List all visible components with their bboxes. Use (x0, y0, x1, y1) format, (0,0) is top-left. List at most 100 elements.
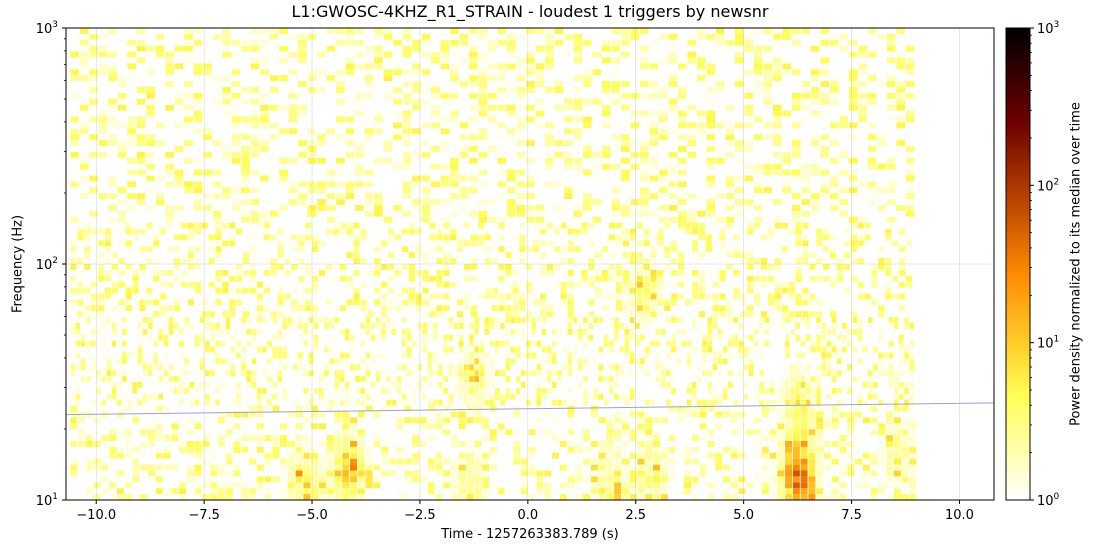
spectrogram-pixel (725, 151, 735, 158)
spectrogram-pixel (519, 299, 526, 306)
spectrogram-pixel (85, 435, 93, 441)
spectrogram-pixel (419, 441, 427, 447)
spectrogram-pixel (870, 429, 878, 436)
spectrogram-pixel (598, 417, 606, 424)
spectrogram-pixel (346, 281, 353, 288)
spectrogram-pixel (497, 488, 505, 495)
y-tick-label: 101 (36, 492, 58, 509)
spectrogram-pixel (567, 293, 574, 300)
spectrogram-pixel (231, 187, 241, 194)
spectrogram-pixel (715, 411, 723, 418)
spectrogram-pixel (251, 334, 257, 341)
spectrogram-pixel (469, 28, 478, 34)
spectrogram-pixel (761, 446, 769, 453)
spectrogram-pixel (855, 458, 863, 465)
spectrogram-pixel (774, 305, 781, 312)
spectrogram-pixel (792, 405, 800, 412)
spectrogram-pixel (643, 258, 650, 264)
spectrogram-pixel (104, 269, 112, 276)
spectrogram-pixel (295, 435, 303, 441)
spectrogram-pixel (97, 311, 105, 318)
spectrogram-pixel (728, 340, 733, 347)
spectrogram-pixel (203, 63, 212, 70)
spectrogram-pixel (186, 452, 194, 459)
spectrogram-pixel (621, 458, 629, 465)
spectrogram-pixel (246, 382, 252, 388)
spectrogram-pixel (899, 358, 904, 365)
spectrogram-pixel (84, 287, 91, 294)
spectrogram-pixel (650, 281, 657, 288)
spectrogram-pixel (593, 393, 599, 400)
spectrogram-pixel (808, 476, 816, 483)
spectrogram-pixel (469, 81, 478, 87)
spectrogram-pixel (70, 264, 77, 270)
spectrogram-pixel (805, 334, 811, 341)
spectrogram-pixel (233, 423, 241, 430)
spectrogram-pixel (567, 446, 575, 453)
spectrogram-pixel (526, 116, 535, 123)
spectrogram-pixel (432, 399, 438, 406)
spectrogram-pixel (146, 222, 153, 229)
spectrogram-pixel (526, 175, 535, 182)
spectrogram-pixel (174, 92, 184, 99)
spectrogram-pixel (795, 382, 801, 388)
spectrogram-pixel (204, 393, 210, 400)
spectrogram-pixel (774, 387, 780, 394)
spectrogram-pixel (763, 163, 773, 170)
spectrogram-pixel (816, 334, 821, 341)
spectrogram-pixel (357, 482, 365, 489)
spectrogram-pixel (474, 370, 479, 377)
spectrogram-pixel (249, 269, 257, 276)
spectrogram-pixel (839, 199, 849, 205)
spectrogram-pixel (189, 323, 195, 329)
spectrogram-pixel (659, 169, 668, 176)
spectrogram-pixel (267, 376, 272, 382)
spectrogram-pixel (342, 441, 350, 447)
spectrogram-pixel (901, 458, 909, 465)
spectrogram-pixel (488, 146, 497, 152)
spectrogram-pixel (541, 387, 547, 394)
spectrogram-pixel (236, 269, 243, 276)
spectrogram-pixel (111, 287, 118, 294)
spectrogram-pixel (536, 340, 542, 347)
spectrogram-pixel (512, 234, 519, 241)
spectrogram-pixel (250, 210, 260, 217)
spectrogram-pixel (342, 435, 350, 441)
spectrogram-pixel (158, 334, 164, 341)
spectrogram-pixel (823, 464, 831, 471)
spectrogram-pixel (136, 169, 146, 176)
spectrogram-pixel (342, 446, 350, 453)
spectrogram-pixel (353, 234, 360, 241)
spectrogram-pixel (497, 63, 507, 70)
spectrogram-pixel (179, 382, 184, 388)
spectrogram-pixel (436, 281, 443, 288)
spectrogram-pixel (886, 476, 894, 483)
spectrogram-pixel (808, 464, 816, 471)
spectrogram-pixel (189, 399, 195, 406)
spectrogram-pixel (489, 376, 495, 382)
spectrogram-pixel (893, 399, 899, 406)
spectrogram-pixel (208, 234, 215, 241)
spectrogram-pixel (334, 494, 342, 500)
spectrogram-pixel (184, 387, 189, 394)
spectrogram-pixel (836, 370, 842, 377)
spectrogram-pixel (186, 417, 194, 424)
spectrogram-pixel (560, 281, 567, 288)
spectrogram-pixel (909, 358, 915, 365)
spectrogram-pixel (816, 311, 823, 318)
spectrogram-pixel (515, 328, 521, 335)
spectrogram-pixel (241, 328, 246, 335)
spectrogram-pixel (236, 340, 241, 347)
spectrogram-pixel (459, 151, 469, 158)
spectrogram-pixel (545, 87, 554, 93)
spectrogram-pixel (217, 488, 225, 495)
spectrogram-pixel (127, 352, 132, 359)
spectrogram-pixel (777, 417, 785, 424)
spectrogram-pixel (396, 399, 402, 406)
spectrogram-pixel (619, 393, 625, 400)
spectrogram-pixel (552, 328, 557, 335)
spectrogram-pixel (562, 399, 568, 406)
spectrogram-pixel (256, 411, 264, 418)
spectrogram-pixel (535, 81, 545, 87)
spectrogram-pixel (242, 311, 250, 318)
